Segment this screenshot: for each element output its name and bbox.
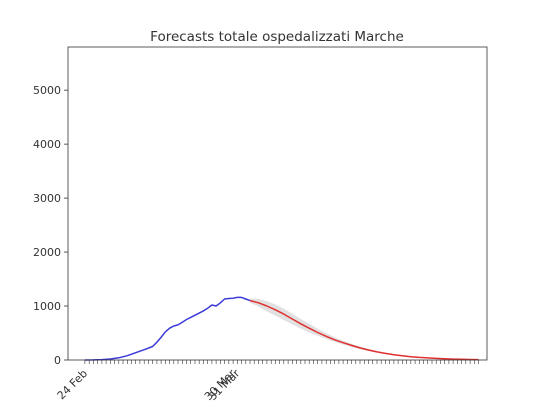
plot-frame (67, 46, 488, 361)
forecast-confidence-band (250, 298, 479, 360)
y-tick-label: 3000 (33, 192, 61, 205)
y-tick-label: 0 (54, 354, 61, 367)
chart-title: Forecasts totale ospedalizzati Marche (150, 29, 404, 45)
y-tick-label: 1000 (33, 300, 61, 313)
x-tick-label: 24 Feb (55, 367, 90, 402)
observed-series-line (84, 296, 251, 361)
forecast-series-line (249, 299, 479, 361)
y-tick-label: 5000 (33, 84, 61, 97)
y-tick-label: 4000 (33, 138, 61, 151)
series-line-layer (84, 296, 479, 361)
y-tick-label: 2000 (33, 246, 61, 259)
confidence-band-layer (250, 298, 479, 360)
